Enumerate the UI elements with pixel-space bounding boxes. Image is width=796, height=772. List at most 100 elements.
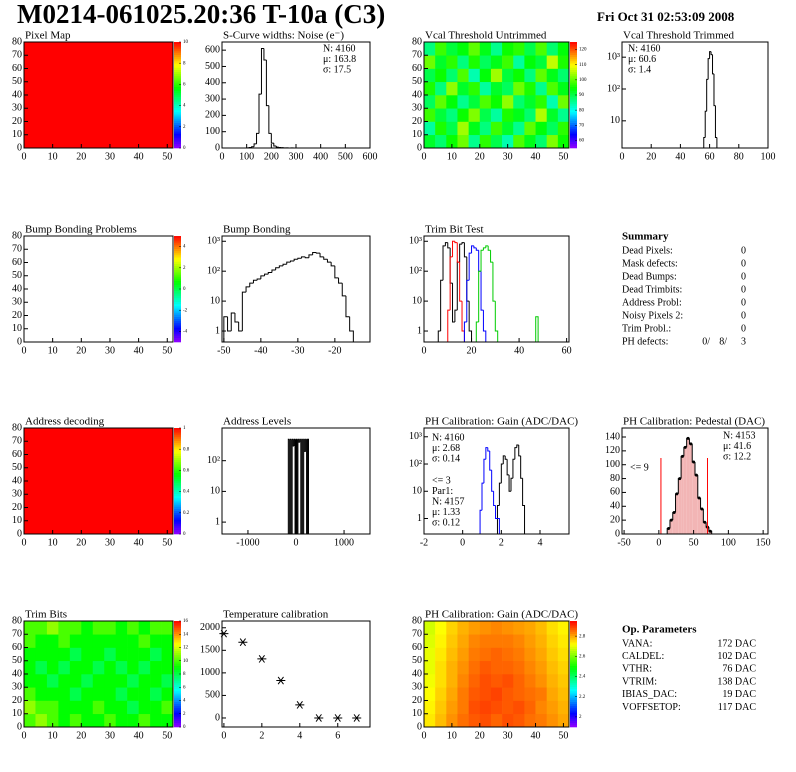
page-title: M0214-061025.20:36 T-10a (C3) [17, 0, 385, 29]
colorbar-label: 80 [579, 108, 585, 113]
summary-value: 0 [741, 245, 746, 256]
hist-bin [323, 256, 328, 260]
x-tick-label: 50 [558, 730, 568, 741]
heat-cell [490, 121, 503, 136]
colorbar-stripe [174, 669, 181, 673]
heat-cell [104, 674, 116, 688]
heat-cell [446, 647, 458, 662]
colorbar-stripe [174, 137, 181, 140]
heat-cell [468, 687, 481, 701]
heat-cell [479, 700, 492, 715]
x-tick-label: 50 [162, 537, 172, 548]
heat-cell [490, 55, 503, 69]
page-date: Fri Oct 31 02:53:09 2008 [597, 9, 735, 24]
y-tick-label: 70 [12, 244, 22, 255]
colorbar-stripe [174, 716, 181, 719]
colorbar-stripe [570, 90, 577, 94]
colorbar-stripe [174, 674, 181, 677]
hist-bin [260, 48, 264, 95]
panel-title: Bump Bonding Problems [25, 224, 137, 236]
colorbar-stripe [570, 674, 577, 677]
colorbar-stripe [174, 682, 181, 685]
colorbar-stripe [174, 52, 181, 56]
colorbar-stripe [174, 329, 181, 332]
heat-cell [468, 55, 481, 69]
heat-cell [513, 634, 525, 648]
colorbar-stripe [174, 625, 181, 628]
heat-cell [524, 674, 536, 688]
y-tick-label: 30 [12, 489, 22, 500]
heat-cell [479, 687, 492, 701]
colorbar-stripe [174, 663, 181, 666]
heat-cell [457, 647, 469, 662]
heat-cell [150, 700, 162, 715]
heat-cell [524, 660, 536, 675]
x-tick-label: 40 [675, 151, 685, 162]
heat-cell [69, 634, 82, 648]
heat-cell [424, 674, 436, 688]
heat-cell [490, 134, 503, 149]
hist-bin [308, 254, 313, 258]
y-tick-label: 0 [17, 528, 22, 539]
heat-cell [490, 700, 503, 715]
hist-bin [253, 143, 257, 147]
op-value: 172 DAC [717, 638, 756, 649]
heat-cell [435, 700, 447, 715]
colorbar-stripe [174, 627, 181, 630]
heat-cell [46, 634, 59, 648]
heat-cell [104, 647, 116, 662]
colorbar-stripe [570, 701, 577, 704]
colorbar-stripe [570, 61, 577, 64]
hist-marker [692, 460, 696, 464]
colorbar-stripe [174, 508, 181, 511]
heat-cell [524, 621, 536, 635]
hist-bin [297, 257, 302, 260]
colorbar-stripe [174, 314, 181, 317]
colorbar-stripe [174, 276, 181, 279]
x-tick-label: 20 [475, 730, 485, 741]
heat-cell [127, 647, 139, 662]
heat-cell [502, 647, 514, 662]
colorbar-stripe [174, 312, 181, 315]
heat-cell [435, 68, 447, 83]
hist-bin [449, 256, 453, 311]
heat-cell [92, 687, 105, 701]
colorbar-label: 2 [183, 266, 186, 271]
colorbar-stripe [174, 489, 181, 492]
heat-cell [58, 700, 71, 715]
colorbar-stripe [570, 718, 577, 721]
heat-cell [546, 134, 559, 149]
op-value: 102 DAC [717, 651, 756, 662]
y-tick-label: 50 [12, 655, 22, 666]
hist-marker [708, 529, 712, 533]
hist-fill [681, 456, 684, 534]
x-tick-label: 6 [335, 730, 340, 741]
heat-cell [104, 634, 116, 648]
colorbar-stripe [174, 143, 181, 147]
heat-cell [424, 634, 436, 648]
x-tick-label: -2 [420, 537, 428, 548]
hist-bin [245, 286, 250, 293]
x-tick-label: 50 [689, 537, 699, 548]
hist-bin [319, 253, 324, 258]
heat-cell [513, 42, 525, 56]
heat-cell [502, 108, 514, 122]
colorbar-stripe [174, 434, 181, 437]
x-tick-label: 30 [105, 730, 115, 741]
colorbar-stripe [174, 688, 181, 692]
heat-cell [479, 674, 492, 688]
y-tick-label: 80 [12, 615, 22, 626]
heat-cell [468, 634, 481, 648]
x-tick-label: 0 [220, 151, 225, 162]
heat-cell [150, 674, 162, 688]
hist-bin [454, 309, 458, 323]
hist-bin [482, 310, 487, 342]
colorbar-stripe [570, 646, 577, 649]
colorbar-stripe [174, 697, 181, 700]
hist-bin [265, 59, 269, 107]
colorbar-label: 8 [183, 672, 186, 677]
hist-bin [315, 252, 321, 254]
heat-cell [115, 687, 128, 701]
heat-cell [424, 108, 436, 122]
hist-bin [267, 272, 272, 275]
